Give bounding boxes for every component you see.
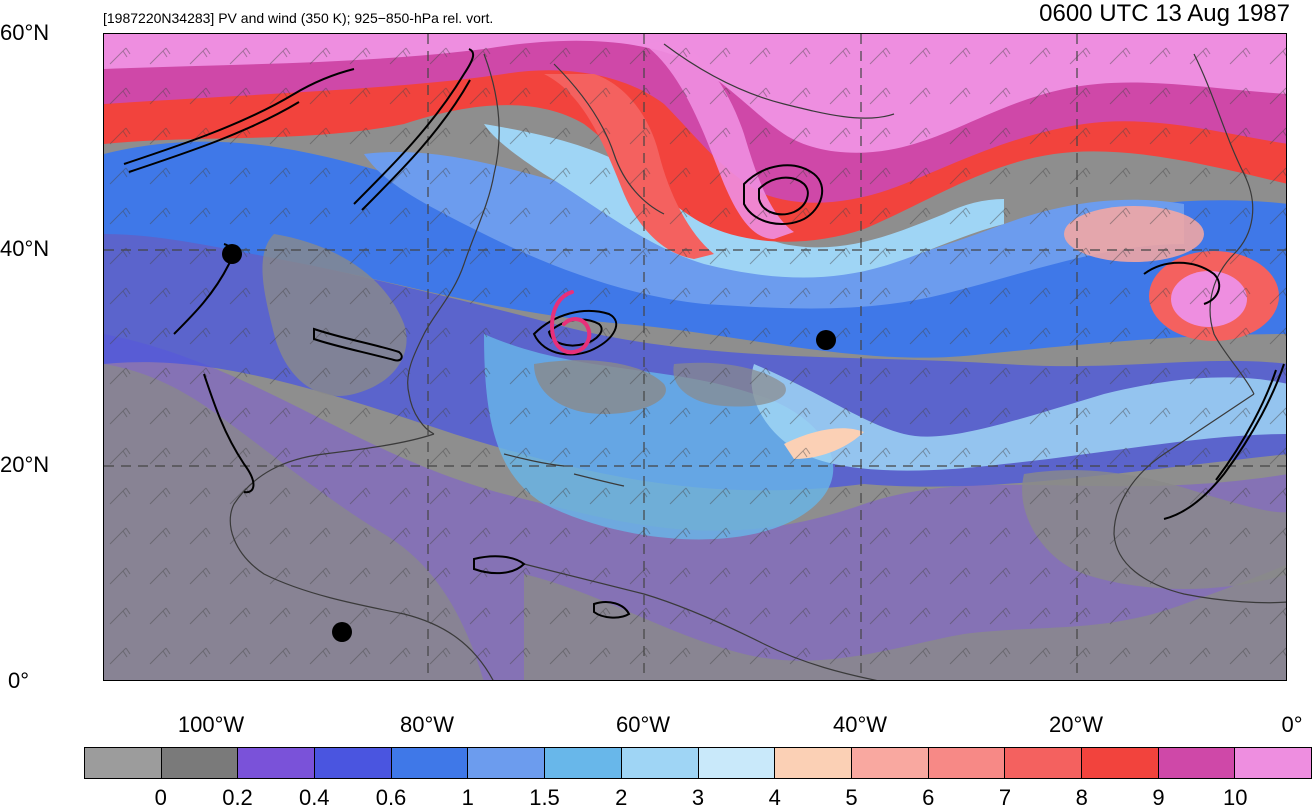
- colorbar-tick-label: 0.6: [375, 785, 407, 810]
- colorbar-swatch: [315, 748, 392, 778]
- vort-contour-nw-inner: [128, 101, 300, 173]
- colorbar-swatch: [85, 748, 162, 778]
- map-panel: [103, 33, 1287, 681]
- vort-contour-cutoff: [1143, 261, 1221, 305]
- lat-label-60n: 60°N: [0, 20, 50, 45]
- lon-label-100w: 100°W: [177, 712, 245, 737]
- coastline-caribbean-islands: [503, 453, 625, 487]
- colorbar-tick-label: 0.2: [222, 785, 253, 810]
- colorbar-swatch: [698, 748, 776, 778]
- colorbar-swatch: [621, 748, 699, 778]
- vort-contour-northeast-us-inner: [361, 79, 471, 211]
- coastline-europe: [1193, 53, 1255, 395]
- colorbar-tick-label: 10: [1223, 785, 1248, 810]
- colorbar-swatch: [775, 748, 852, 778]
- colorbar-swatch: [238, 748, 316, 778]
- lon-label-60w: 60°W: [615, 712, 671, 737]
- colorbar-swatch: [161, 748, 239, 778]
- coastline-greenland-south: [663, 43, 895, 119]
- vort-contour-southeast: [313, 327, 403, 362]
- vort-contour-central-america: [473, 555, 526, 575]
- pv-colorbar: [84, 747, 1312, 779]
- lat-label-40n: 40°N: [0, 236, 50, 261]
- vort-contour-northeast-us: [353, 48, 475, 205]
- coastline-gulf-mexico: [229, 433, 494, 680]
- lon-label-80w: 80°W: [399, 712, 455, 737]
- tropical-cyclone-marker: [549, 290, 592, 355]
- colorbar-tick-label: 7: [998, 785, 1012, 810]
- vort-max-plains: [222, 244, 242, 264]
- colorbar-tick-label: 9: [1152, 785, 1165, 810]
- vort-contour-africa-coast: [1163, 363, 1285, 520]
- figure-title: [1987220N34283] PV and wind (350 K); 925…: [103, 10, 494, 26]
- pv-wind-map: [104, 34, 1286, 680]
- vort-max-pacific: [332, 622, 352, 642]
- colorbar-tick-label: 4: [768, 785, 781, 810]
- vort-contour-atlantic-low-outer: [743, 164, 824, 225]
- lon-label-40w: 40°W: [832, 712, 888, 737]
- wind-barbs: [104, 34, 1286, 680]
- vort-max-atlantic: [816, 330, 836, 350]
- colorbar-swatch: [928, 748, 1006, 778]
- vort-contour-nw: [123, 68, 355, 165]
- lat-label-20n: 20°N: [0, 452, 50, 477]
- vort-contour-atlantic-low-inner: [758, 176, 809, 216]
- colorbar-swatch: [468, 748, 546, 778]
- vort-contour-venezuela: [593, 601, 631, 619]
- colorbar-tick-label: 0: [154, 785, 167, 810]
- coastline-us-east: [407, 53, 500, 435]
- colorbar-swatch: [1005, 748, 1082, 778]
- colorbar-tick-label: 6: [922, 785, 935, 810]
- vorticity-contours: [123, 48, 1285, 619]
- vort-contour-africa-coast-inner: [1215, 369, 1277, 481]
- colorbar-swatch: [851, 748, 929, 778]
- tc-symbol-upper: [549, 290, 592, 355]
- colorbar-swatch: [545, 748, 622, 778]
- lon-label-0: 0°: [1281, 712, 1303, 737]
- colorbar-tick-label: 1.5: [529, 785, 560, 810]
- coastlines: [229, 43, 1286, 680]
- coastline-south-america: [523, 563, 878, 680]
- coastline-canada-maritime: [553, 63, 665, 215]
- colorbar-tick-label: 0.4: [298, 785, 330, 810]
- colorbar-swatch: [391, 748, 469, 778]
- lon-label-20w: 20°W: [1048, 712, 1104, 737]
- colorbar-tick-label: 1: [461, 785, 474, 810]
- vort-contour-texas: [203, 373, 255, 494]
- colorbar-tick-label: 3: [691, 785, 705, 810]
- colorbar-tick-label: 2: [615, 785, 628, 810]
- valid-time-label: 0600 UTC 13 Aug 1987: [1039, 0, 1290, 27]
- lat-lon-grid: [104, 34, 1286, 680]
- coastline-africa: [1113, 393, 1286, 604]
- colorbar-tick-label: 8: [1075, 785, 1088, 810]
- colorbar-swatch: [1081, 748, 1159, 778]
- colorbar-tick-label: 5: [845, 785, 858, 810]
- vorticity-maxima: [222, 244, 836, 642]
- colorbar-swatch: [1158, 748, 1236, 778]
- colorbar-swatch: [1235, 748, 1311, 778]
- lat-label-0: 0°: [8, 668, 30, 693]
- vort-contour-storm-outer: [532, 310, 618, 356]
